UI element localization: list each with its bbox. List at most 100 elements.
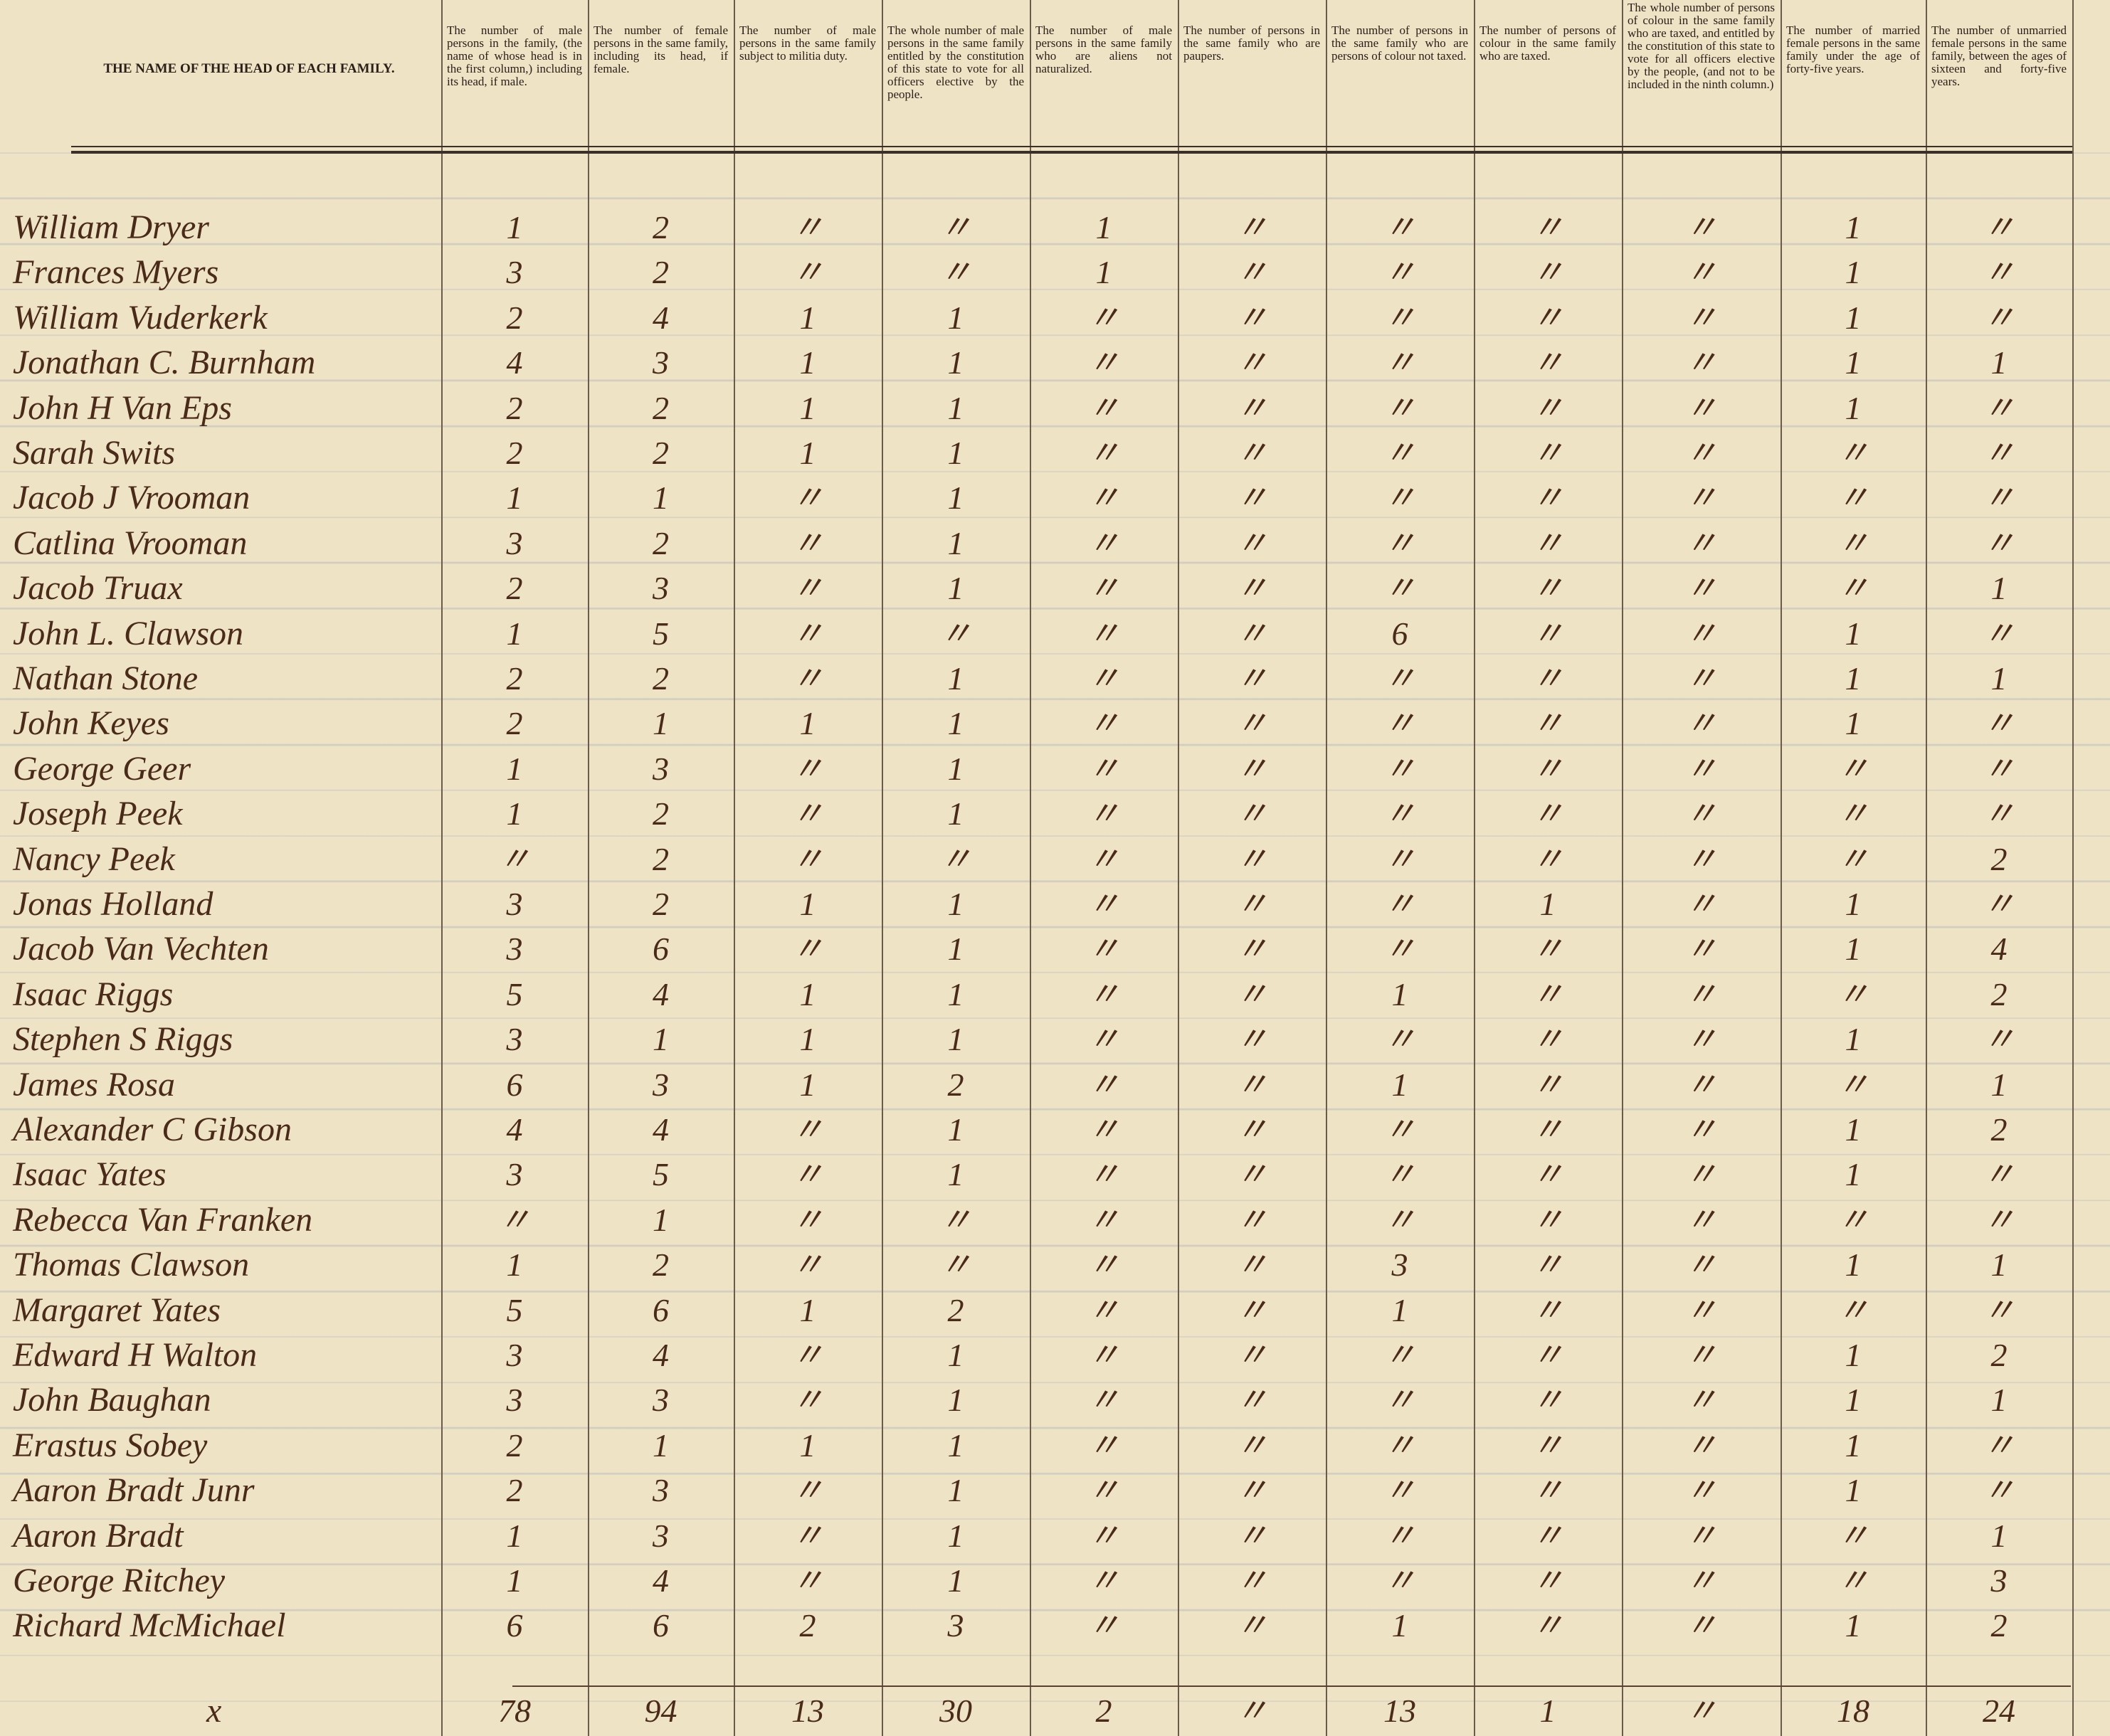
count: 〃: [1235, 254, 1268, 291]
count: 1: [799, 389, 816, 426]
count: 〃: [1531, 344, 1564, 381]
count: 〃: [1983, 1156, 2015, 1193]
count: 〃: [1383, 435, 1416, 471]
count: 2: [1990, 1111, 2008, 1148]
count: 〃: [1684, 1562, 1718, 1599]
column-rule: [588, 0, 589, 1736]
count: 1: [947, 524, 964, 561]
count: 1: [653, 480, 669, 517]
column-rule: [1030, 0, 1031, 1736]
count: 1: [653, 1021, 669, 1058]
family-head-name: Isaac Riggs: [13, 975, 174, 1013]
count: 〃: [1531, 1066, 1564, 1103]
count: 〃: [1684, 254, 1718, 291]
count: 〃: [1235, 344, 1268, 381]
family-head-name: Isaac Yates: [13, 1155, 167, 1194]
count: 3: [653, 1517, 669, 1554]
count: 〃: [1684, 795, 1718, 832]
count: 〃: [1235, 750, 1268, 787]
total: 1: [1539, 1693, 1556, 1729]
count: 〃: [1837, 570, 1869, 607]
count: 1: [947, 480, 964, 517]
count: 〃: [1837, 750, 1869, 787]
count: 1: [947, 931, 964, 968]
count: 1: [1845, 705, 1862, 742]
count: 〃: [939, 615, 972, 652]
count: 1: [799, 886, 816, 922]
count: 〃: [1531, 1472, 1564, 1509]
count: 〃: [1684, 344, 1718, 381]
count: 1: [1845, 344, 1862, 381]
count: 〃: [1235, 975, 1268, 1012]
count: 〃: [1684, 615, 1718, 652]
count: 〃: [1235, 705, 1268, 742]
count: 6: [506, 1607, 523, 1644]
family-head-name: George Ritchey: [13, 1562, 226, 1599]
count: 〃: [1531, 975, 1564, 1012]
total: 30: [939, 1693, 972, 1729]
count: 〃: [1235, 570, 1268, 607]
count: 1: [653, 705, 669, 742]
count: 〃: [1684, 1201, 1718, 1238]
count: 1: [947, 975, 964, 1012]
count: 〃: [1235, 1201, 1268, 1238]
count: 〃: [1684, 975, 1718, 1012]
count: 1: [1990, 344, 2008, 381]
column-header: The whole number of male persons in the …: [887, 23, 1024, 101]
count: 〃: [1087, 524, 1120, 561]
count: 1: [1539, 886, 1556, 922]
column-header: The number of persons in the same family…: [1183, 23, 1320, 63]
count: 1: [947, 435, 964, 471]
count: 〃: [1235, 480, 1268, 517]
count: 5: [506, 975, 523, 1012]
count: 3: [506, 524, 523, 561]
count: 1: [1845, 1247, 1862, 1284]
count: 2: [799, 1607, 816, 1644]
count: 1: [947, 705, 964, 742]
count: 1: [653, 1427, 669, 1464]
count: 〃: [1684, 705, 1718, 742]
count: 〃: [1837, 1291, 1869, 1328]
totals-mark: x: [206, 1692, 222, 1730]
count: 2: [506, 435, 523, 471]
count: 〃: [1383, 750, 1416, 787]
count: 〃: [1983, 480, 2015, 517]
count: 〃: [1684, 570, 1718, 607]
count: 1: [799, 1021, 816, 1058]
count: 〃: [791, 931, 824, 968]
family-head-name: Aaron Bradt: [13, 1516, 184, 1555]
count: 〃: [1531, 524, 1564, 561]
family-head-name: George Geer: [13, 749, 191, 788]
count: 2: [653, 886, 669, 922]
family-head-name: William Dryer: [13, 208, 209, 246]
column-rule: [1474, 0, 1475, 1736]
count: 〃: [1684, 389, 1718, 426]
count: 1: [799, 1427, 816, 1464]
family-head-name: Catlina Vrooman: [13, 524, 248, 562]
count: 1: [799, 344, 816, 381]
count: 〃: [791, 1156, 824, 1193]
total: 78: [498, 1693, 531, 1729]
count: 〃: [1087, 840, 1120, 877]
count: 1: [947, 1427, 964, 1464]
count: 〃: [1087, 1066, 1120, 1103]
total: 13: [1383, 1693, 1416, 1729]
count: 2: [653, 1247, 669, 1284]
count: 〃: [1684, 1247, 1718, 1284]
count: 1: [947, 1021, 964, 1058]
count: 〃: [1983, 1472, 2015, 1509]
count: 〃: [1983, 1201, 2015, 1238]
count: 1: [799, 705, 816, 742]
count: 〃: [1383, 660, 1416, 697]
count: 〃: [1383, 389, 1416, 426]
count: 〃: [1983, 1427, 2015, 1464]
count: 2: [653, 795, 669, 832]
count: 3: [947, 1607, 964, 1644]
count: 〃: [1235, 389, 1268, 426]
count: 〃: [1531, 795, 1564, 832]
count: 〃: [1531, 1247, 1564, 1284]
column-header: The number of persons of colour in the s…: [1479, 23, 1616, 63]
count: 〃: [791, 1111, 824, 1148]
column-rule: [1178, 0, 1179, 1736]
count: 〃: [1983, 254, 2015, 291]
